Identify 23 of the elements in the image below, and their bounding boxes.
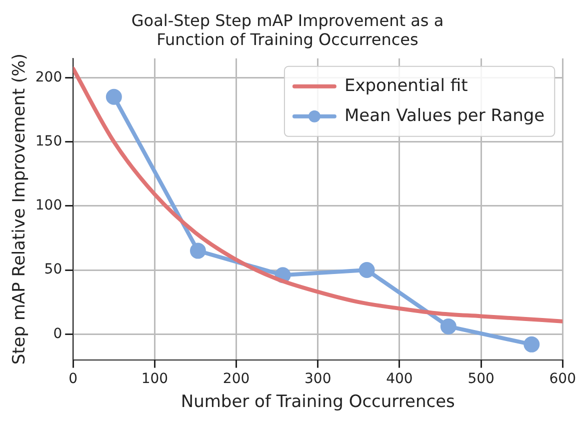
point: [358, 262, 375, 278]
legend-label: Mean Values per Range: [344, 106, 545, 126]
x-axis-title: Number of Training Occurrences: [180, 392, 456, 412]
y-tick-label: 50: [44, 262, 62, 278]
x-tick-label: 500: [468, 370, 494, 387]
y-tick-label: 200: [35, 69, 62, 86]
y-tick-label: 150: [35, 133, 62, 150]
y-axis-title: Step mAP Relative Improvement (%): [10, 54, 30, 365]
y-tick-label: 100: [35, 198, 62, 214]
point: [524, 336, 540, 352]
x-tick-label: 100: [141, 370, 168, 387]
x-tick-label: 600: [549, 370, 576, 387]
line-series: [73, 66, 563, 324]
x-tick-label: 300: [304, 370, 332, 387]
y-tick-label: 0: [53, 326, 62, 342]
point: [190, 242, 206, 259]
x-tick-label: 200: [222, 370, 250, 387]
x-tick-label: 0: [68, 370, 78, 387]
x-tick-label: 400: [386, 370, 413, 387]
point: [440, 318, 456, 334]
point: [106, 88, 122, 105]
legend-label: Exponential fit: [344, 76, 468, 96]
chart-title: Goal-Step Step mAP Improvement as a Function of Training Occurrences: [131, 10, 444, 49]
